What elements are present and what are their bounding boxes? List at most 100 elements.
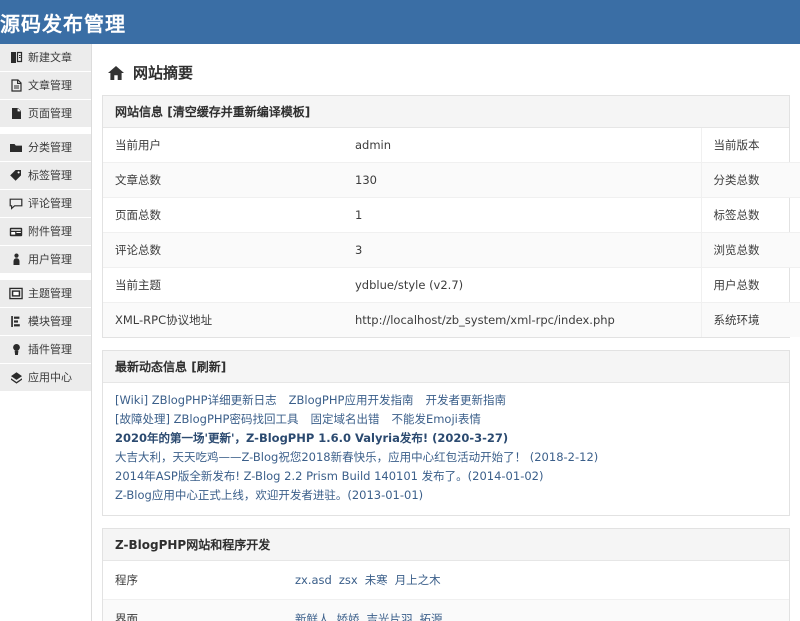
attachment-icon <box>9 225 23 239</box>
site-brand-title: 源码发布管理 <box>0 12 126 36</box>
news-item: 2014年ASP版全新发布! Z-Blog 2.2 Prism Build 14… <box>115 467 777 486</box>
info-label-right: 分类总数 <box>700 162 800 198</box>
sidebar-item-attachment[interactable]: 附件管理 <box>0 218 91 246</box>
news-link[interactable]: ZBlogPHP详细更新日志 <box>151 393 277 407</box>
news-link-row: [Wiki] ZBlogPHP详细更新日志 ZBlogPHP应用开发指南 开发者更新… <box>115 391 777 410</box>
news-row-tag: [Wiki] <box>115 393 152 407</box>
credits-values: zx.asd zsx 未寒 月上之木 <box>283 561 789 600</box>
sidebar-item-label: 模块管理 <box>28 314 72 328</box>
sidebar-item-label: 分类管理 <box>28 140 72 154</box>
module-icon <box>9 315 23 329</box>
info-label-right: 系统环境 <box>700 302 800 337</box>
sidebar-item-label: 用户管理 <box>28 252 72 266</box>
news-item: Z-Blog应用中心正式上线，欢迎开发者进驻。(2013-01-01) <box>115 486 777 505</box>
table-row: 文章总数 130 分类总数 <box>103 162 800 198</box>
news-link[interactable]: ZBlogPHP应用开发指南 <box>288 393 414 407</box>
sidebar-item-article-manage[interactable]: 文章管理 <box>0 72 91 100</box>
news-refresh-link[interactable]: [刷新] <box>191 360 227 374</box>
news-link[interactable]: 2014年ASP版全新发布! Z-Blog 2.2 Prism Build 14… <box>115 469 544 483</box>
sidebar-item-label: 标签管理 <box>28 168 72 182</box>
table-row: 当前用户 admin 当前版本 <box>103 128 800 163</box>
info-label-right: 浏览总数 <box>700 232 800 268</box>
news-link[interactable]: 不能发Emoji表情 <box>391 412 481 426</box>
credits-name: 月上之木 <box>394 573 441 587</box>
sidebar-item-user[interactable]: 用户管理 <box>0 246 91 274</box>
page-title: 网站摘要 <box>106 62 790 83</box>
news-link[interactable]: 开发者更新指南 <box>425 393 506 407</box>
news-link[interactable]: Z-Blog应用中心正式上线，欢迎开发者进驻。(2013-01-01) <box>115 488 424 502</box>
table-row: 评论总数 3 浏览总数 <box>103 232 800 268</box>
sidebar-item-module[interactable]: 模块管理 <box>0 308 91 336</box>
info-label-left: 文章总数 <box>103 162 343 198</box>
info-value-left: admin <box>343 128 701 163</box>
credits-panel: Z-BlogPHP网站和程序开发 程序 zx.asd zsx 未寒 月上之木 界面 新鲜人娇… <box>102 528 790 621</box>
sidebar-item-new-article[interactable]: 新建文章 <box>0 44 91 72</box>
sidebar-item-label: 附件管理 <box>28 224 72 238</box>
sidebar-item-appcenter[interactable]: 应用中心 <box>0 364 91 392</box>
sidebar-group-1: 新建文章文章管理页面管理 <box>0 44 91 128</box>
table-row: 当前主题 ydblue/style (v2.7) 用户总数 <box>103 267 800 303</box>
info-value-left: 3 <box>343 232 701 268</box>
sidebar-group-2: 分类管理标签管理评论管理附件管理用户管理 <box>0 134 91 274</box>
news-link[interactable]: 2020年的第一场'更新'，Z-BlogPHP 1.6.0 Valyria发布!… <box>115 431 509 445</box>
info-label-left: XML-RPC协议地址 <box>103 302 343 337</box>
sidebar-item-theme[interactable]: 主题管理 <box>0 280 91 308</box>
plugin-icon <box>9 343 23 357</box>
table-row: 页面总数 1 标签总数 <box>103 197 800 233</box>
credits-name: 吉光片羽 <box>366 612 413 621</box>
category-icon <box>9 141 23 155</box>
info-label-left: 当前主题 <box>103 267 343 303</box>
site-info-table: 当前用户 admin 当前版本 文章总数 130 分类总数 页面总数 1 标签总数 评论总数 3 浏览… <box>103 128 800 337</box>
main-content: 网站摘要 网站信息 [清空缓存并重新编译模板] 当前用户 admin 当前版本 文章总… <box>92 44 800 621</box>
site-info-panel: 网站信息 [清空缓存并重新编译模板] 当前用户 admin 当前版本 文章总数 130 分… <box>102 95 800 338</box>
credits-table: 程序zx.asdzsx未寒月上之木界面新鲜人娇娇吉光片羽拓源支持Washun小飞… <box>103 561 789 621</box>
info-value-left: http://localhost/zb_system/xml-rpc/index… <box>343 302 701 337</box>
page-title-text: 网站摘要 <box>133 64 194 82</box>
info-value-left: 1 <box>343 197 701 233</box>
credits-name: zx.asd <box>295 573 332 587</box>
news-panel-header: 最新动态信息 [刷新] <box>103 351 789 383</box>
news-title: 最新动态信息 <box>115 360 188 374</box>
tag-icon <box>9 169 23 183</box>
info-label-right: 用户总数 <box>700 267 800 303</box>
news-link[interactable]: ZBlogPHP密码找回工具 <box>173 412 299 426</box>
credits-label: 程序 <box>103 561 283 600</box>
table-row: XML-RPC协议地址 http://localhost/zb_system/xm… <box>103 302 800 337</box>
news-link[interactable]: 固定域名出错 <box>310 412 380 426</box>
credits-panel-header: Z-BlogPHP网站和程序开发 <box>103 529 789 561</box>
news-link[interactable]: 大吉大利，天天吃鸡——Z-Blog祝您2018新春快乐，应用中心红包活动开始了！… <box>115 450 599 464</box>
info-label-left: 评论总数 <box>103 232 343 268</box>
sidebar-group-3: 主题管理模块管理插件管理应用中心 <box>0 280 91 392</box>
credits-label: 界面 <box>103 599 283 621</box>
credits-name: 娇娇 <box>336 612 360 621</box>
sidebar-item-tag[interactable]: 标签管理 <box>0 162 91 190</box>
theme-icon <box>9 287 23 301</box>
news-headline: 2020年的第一场'更新'，Z-BlogPHP 1.6.0 Valyria发布!… <box>115 429 777 448</box>
clear-cache-link[interactable]: [清空缓存并重新编译模板] <box>167 105 311 119</box>
sidebar-item-label: 插件管理 <box>28 342 72 356</box>
sidebar-item-label: 评论管理 <box>28 196 72 210</box>
credits-name: 新鲜人 <box>295 612 330 621</box>
sidebar-item-label: 主题管理 <box>28 286 72 300</box>
sidebar-item-label: 新建文章 <box>28 50 72 64</box>
credits-name: 未寒 <box>364 573 388 587</box>
user-icon <box>9 253 23 267</box>
sidebar-item-label: 文章管理 <box>28 78 72 92</box>
news-row-tag: [故障处理] <box>115 412 174 426</box>
site-info-panel-header: 网站信息 [清空缓存并重新编译模板] <box>103 96 789 128</box>
news-panel: 最新动态信息 [刷新] [Wiki] ZBlogPHP详细更新日志 ZBlogPH… <box>102 350 790 516</box>
info-value-left: 130 <box>343 162 701 198</box>
sidebar-item-page-manage[interactable]: 页面管理 <box>0 100 91 128</box>
table-row: 程序 zx.asd zsx 未寒 月上之木 <box>103 561 789 600</box>
sidebar-item-plugin[interactable]: 插件管理 <box>0 336 91 364</box>
credits-values: 新鲜人 娇娇 吉光片羽 拓源 <box>283 599 789 621</box>
news-list: [Wiki] ZBlogPHP详细更新日志 ZBlogPHP应用开发指南 开发者更新… <box>103 383 789 515</box>
article-manage-icon <box>9 79 23 93</box>
sidebar-nav: 新建文章文章管理页面管理分类管理标签管理评论管理附件管理用户管理主题管理模块管理… <box>0 44 92 621</box>
page-manage-icon <box>9 107 23 121</box>
sidebar-item-comment[interactable]: 评论管理 <box>0 190 91 218</box>
new-article-icon <box>9 51 23 65</box>
info-label-left: 当前用户 <box>103 128 343 163</box>
comment-icon <box>9 197 23 211</box>
sidebar-item-category[interactable]: 分类管理 <box>0 134 91 162</box>
